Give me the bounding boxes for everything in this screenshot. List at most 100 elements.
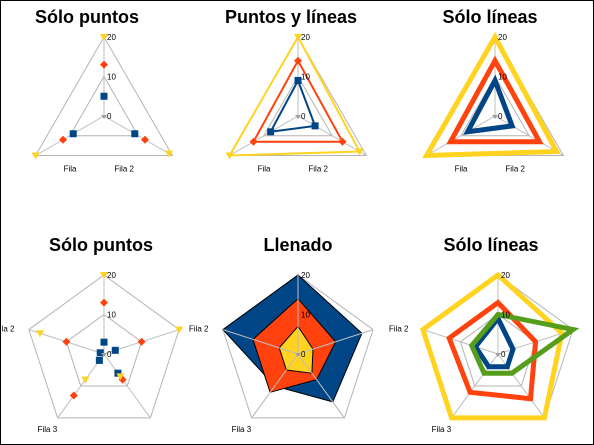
- series-2-point: [100, 298, 108, 307]
- series-1-point: [111, 346, 119, 354]
- radar-chart-3: Sólo líneas 0 10 20 Fila 2 Fila: [422, 7, 565, 174]
- series-3-point: [294, 34, 302, 41]
- series-3-point: [355, 148, 364, 156]
- grid-ring-20: [28, 274, 180, 419]
- chart-title: Sólo puntos: [35, 7, 139, 27]
- tick-label: 20: [107, 271, 116, 280]
- category-label: Fila 2: [114, 165, 134, 174]
- series-1-point: [100, 92, 108, 100]
- axis-spoke: [422, 329, 499, 355]
- tick-label: 20: [301, 33, 310, 42]
- grid-ring-10: [262, 75, 334, 137]
- series-1-line: [472, 313, 516, 370]
- category-label: Fila: [258, 165, 271, 174]
- series-2-point: [59, 135, 67, 144]
- series-1-line: [268, 78, 317, 134]
- radar-chart-4: Sólo puntos 0 10 20 Fila 3 Fila 2: [1, 235, 184, 434]
- chart-title: Sólo líneas: [443, 235, 538, 255]
- axis-spoke: [426, 115, 496, 156]
- series-3-line: [422, 31, 561, 159]
- category-label: Fila 2: [189, 325, 209, 334]
- grid-ring-10: [65, 313, 143, 387]
- series-4-line: [468, 311, 580, 376]
- chart-title: Sólo puntos: [49, 235, 153, 255]
- axis-spoke: [222, 329, 299, 355]
- tick-label: 10: [107, 73, 116, 82]
- series-2-point: [141, 135, 149, 144]
- series-1-point: [96, 349, 104, 357]
- category-label: Fila 3: [432, 425, 452, 434]
- tick-label: 20: [501, 271, 510, 280]
- series-1-point: [267, 128, 275, 136]
- category-label: Fila: [64, 165, 77, 174]
- tick-label: 0: [501, 350, 506, 359]
- series-1-point: [294, 76, 302, 84]
- grid-ring-20: [34, 35, 174, 156]
- chart-title: Llenado: [263, 235, 332, 255]
- series-3-point: [116, 373, 125, 381]
- series-3-point: [36, 330, 45, 338]
- category-label: Fila 2: [308, 165, 328, 174]
- tick-label: 0: [107, 350, 112, 359]
- category-label: Fila 2: [1, 325, 15, 334]
- series-2-line: [251, 58, 345, 143]
- axis-spoke: [251, 353, 299, 419]
- category-label: Fila 3: [232, 425, 252, 434]
- tick-label: 10: [498, 73, 507, 82]
- series-3-point: [225, 152, 234, 160]
- series-2-point: [338, 137, 347, 146]
- tick-label: 10: [107, 311, 116, 320]
- tick-label: 20: [107, 33, 116, 42]
- tick-label: 0: [301, 112, 306, 121]
- series-3-point: [100, 34, 108, 41]
- center-marker: [492, 115, 498, 119]
- series-1-line: [463, 74, 516, 135]
- axis-spoke: [297, 115, 367, 156]
- tick-label: 20: [301, 271, 310, 280]
- series-2-point: [294, 56, 302, 65]
- series-3-point: [31, 152, 40, 160]
- tick-label: 0: [498, 112, 503, 121]
- tick-label: 10: [501, 311, 510, 320]
- series-1-point: [95, 356, 103, 364]
- chart-title: Puntos y líneas: [225, 7, 357, 27]
- tick-label: 10: [301, 311, 310, 320]
- category-label: Fila 3: [38, 425, 58, 434]
- category-label: Fila: [455, 165, 468, 174]
- tick-label: 0: [107, 112, 112, 121]
- series-1-point: [114, 369, 122, 377]
- series-2-point: [69, 391, 78, 400]
- category-label: Fila 2: [505, 165, 525, 174]
- series-3-point: [81, 376, 90, 384]
- axis-spoke: [494, 115, 564, 156]
- tick-label: 0: [301, 350, 306, 359]
- center-marker: [101, 353, 107, 357]
- series-1-point: [311, 122, 319, 130]
- series-2-line: [446, 299, 539, 402]
- category-label: Fila 2: [389, 325, 409, 334]
- grid-ring-10: [459, 75, 531, 137]
- center-marker: [295, 353, 301, 357]
- axis-spoke: [229, 115, 299, 156]
- axis-spoke: [297, 353, 345, 419]
- tick-label: 20: [498, 33, 507, 42]
- series-2-point: [100, 60, 108, 69]
- series-1-point: [131, 130, 139, 138]
- center-marker: [295, 115, 301, 119]
- chart-title: Sólo líneas: [442, 7, 537, 27]
- series-3-line: [227, 34, 362, 157]
- series-3-point: [100, 272, 108, 279]
- series-1-point: [100, 338, 108, 346]
- axis-spoke: [103, 353, 151, 419]
- axis-spoke: [297, 329, 374, 355]
- axis-spoke: [57, 353, 105, 419]
- radar-chart-5: Llenado 0 10 20 Fila 3 Fila 2: [189, 235, 374, 434]
- series-2-point: [62, 337, 71, 346]
- tick-label: 10: [301, 73, 310, 82]
- series-2-point: [137, 337, 146, 346]
- series-2-line: [446, 55, 544, 145]
- center-marker: [495, 353, 501, 357]
- series-3-area: [278, 325, 314, 374]
